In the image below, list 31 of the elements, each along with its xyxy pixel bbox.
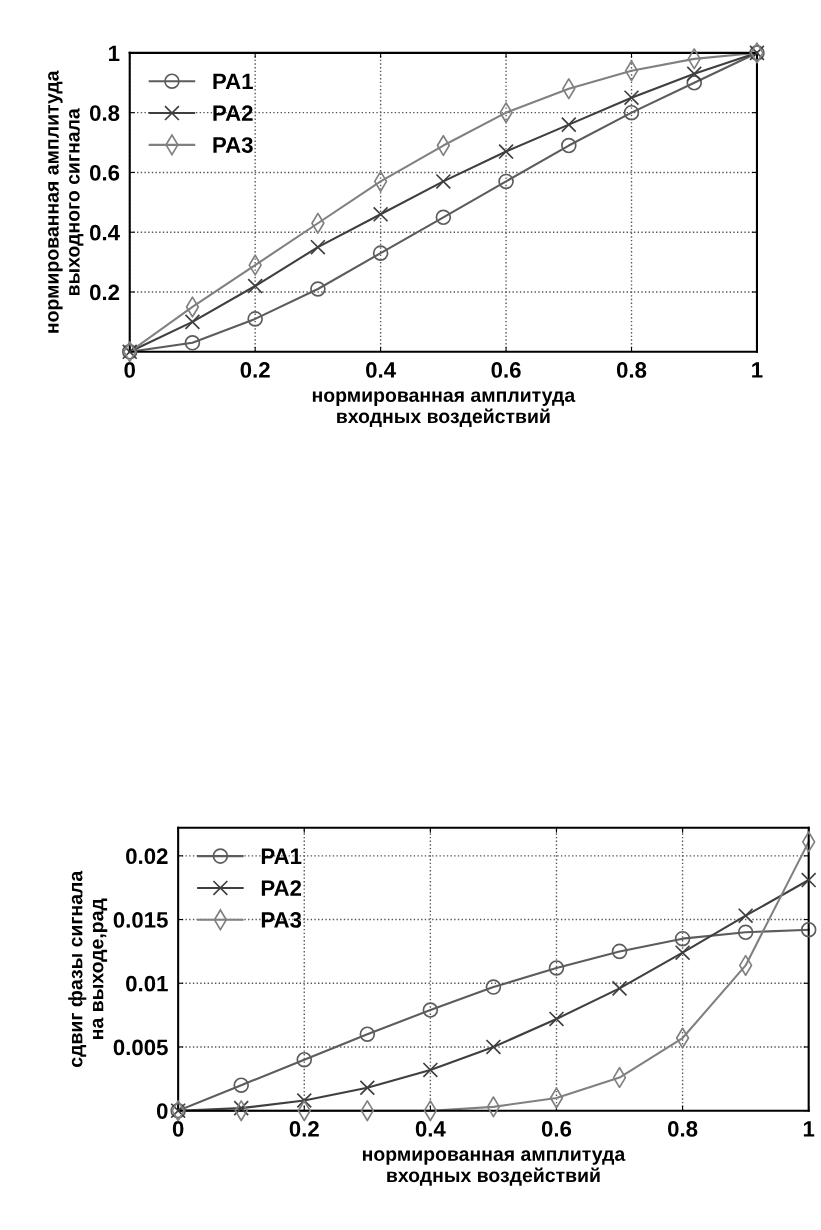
y-tick-label: 0.6	[89, 164, 120, 181]
y-tick-label: 0.2	[89, 284, 120, 301]
y-tick-label: 0.005	[113, 1039, 168, 1056]
y-axis-title: сдвиг фазы сигнала на выходе,рад	[68, 870, 108, 1067]
y-tick-label: 0	[156, 1103, 168, 1119]
x-tick-label: 0.6	[541, 1121, 572, 1137]
y-tick-label: 1	[109, 45, 120, 61]
x-axis-title: нормированная амплитуда входных воздействий	[362, 1150, 626, 1186]
y-axis-title: нормированная амплитуда выходного сигнала	[48, 70, 84, 333]
x-tick-label: 0.2	[240, 362, 270, 378]
x-tick-label: 0.2	[289, 1121, 319, 1137]
legend-label: PA1	[213, 73, 253, 89]
x-tick-label: 0.8	[616, 362, 647, 378]
legend-label: PA1	[261, 848, 302, 864]
y-tick-label: 0.4	[89, 224, 120, 241]
legend-label: PA3	[261, 912, 302, 928]
x-tick-label: 1	[803, 1121, 815, 1137]
x-tick-label: 0.4	[366, 362, 396, 378]
legend-label: PA2	[261, 880, 302, 896]
x-tick-label: 0	[172, 1121, 184, 1137]
x-tick-label: 1	[752, 362, 763, 378]
y-tick-label: 0.02	[126, 848, 168, 865]
legend-label: PA2	[213, 105, 253, 121]
x-tick-label: 0.8	[668, 1121, 698, 1137]
x-tick-label: 0.6	[491, 362, 521, 378]
legend-label: PA3	[213, 137, 253, 153]
y-tick-label: 0.8	[89, 105, 120, 121]
x-axis-title: нормированная амплитуда входных воздействий	[312, 391, 576, 427]
x-tick-label: 0.4	[415, 1121, 446, 1137]
y-tick-label: 0.01	[126, 975, 168, 992]
y-tick-label: 0.015	[113, 912, 168, 928]
